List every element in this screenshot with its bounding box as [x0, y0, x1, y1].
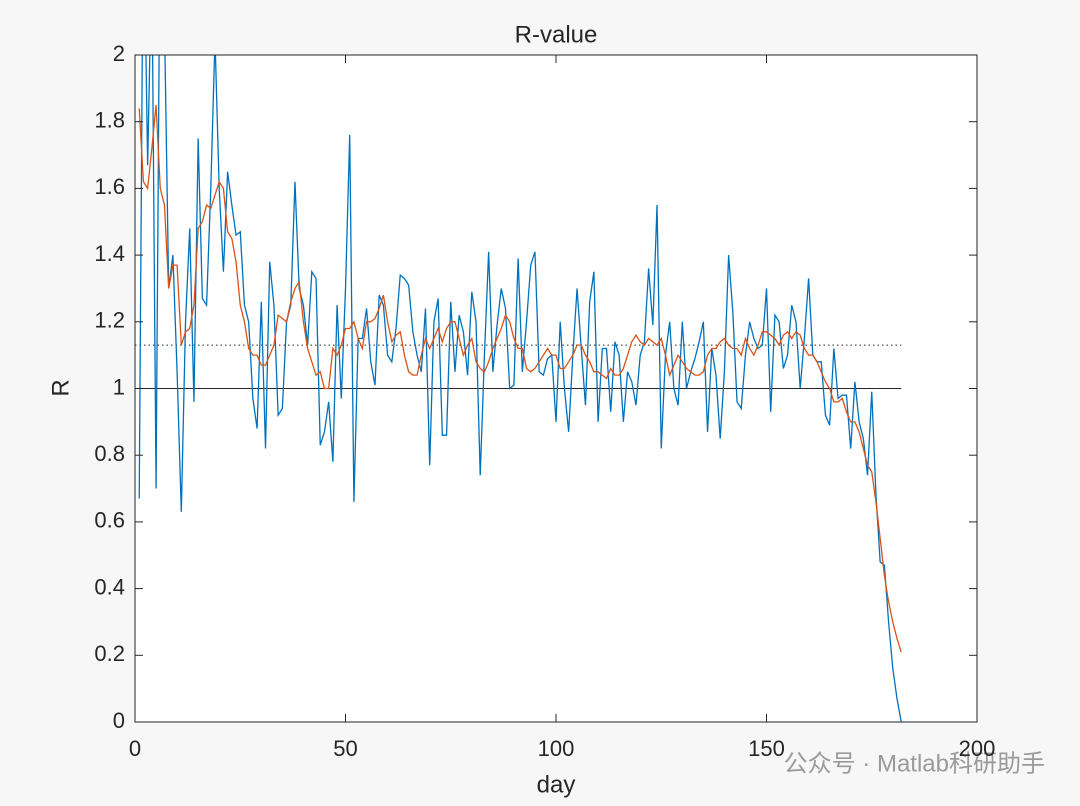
y-tick-label: 0.4	[94, 574, 125, 599]
y-tick-label: 1	[113, 374, 125, 399]
y-tick-label: 1.6	[94, 174, 125, 199]
plot	[135, 55, 902, 722]
data-line	[138, 104, 902, 653]
y-tick-label: 0.2	[94, 641, 125, 666]
y-axis-label: R	[47, 379, 74, 396]
y-tick-label: 0.6	[94, 508, 125, 533]
y-tick-label: 2	[113, 41, 125, 66]
watermark: 公众号 · Matlab科研助手	[784, 750, 1045, 777]
y-tick-label: 1.4	[94, 241, 125, 266]
x-tick-label: 100	[538, 736, 575, 761]
y-tick-label: 1.2	[94, 308, 125, 333]
y-tick-label: 0.8	[94, 441, 125, 466]
x-axis-label: day	[537, 771, 576, 798]
x-tick-label: 150	[748, 736, 785, 761]
y-tick-label: 0	[113, 708, 125, 733]
x-tick-label: 0	[129, 736, 141, 761]
x-tick-label: 50	[333, 736, 357, 761]
data-line	[138, 55, 902, 722]
x-tick-label: 200	[959, 736, 996, 761]
chart-title: R-value	[515, 21, 598, 48]
y-tick-label: 1.8	[94, 108, 125, 133]
